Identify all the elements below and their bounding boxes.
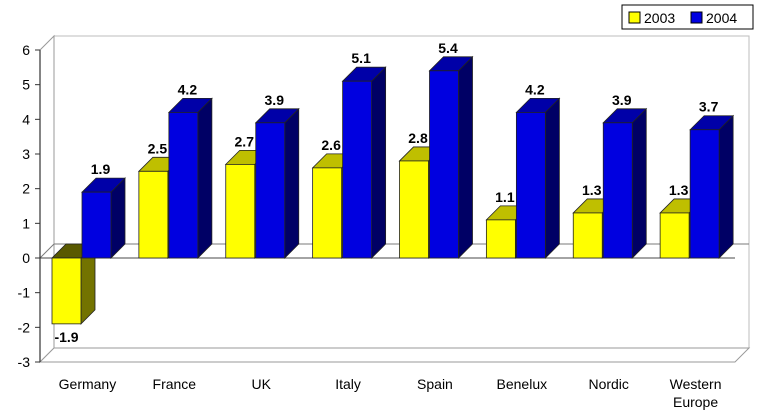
- data-label: -1.9: [54, 329, 78, 345]
- data-label: 1.1: [495, 189, 515, 205]
- x-tick-label: Western Europe: [670, 376, 722, 410]
- data-label: 2.5: [148, 140, 168, 156]
- x-tick-label: UK: [251, 376, 271, 392]
- data-label: 1.3: [669, 182, 689, 198]
- bar-2004-uk: [254, 107, 300, 259]
- y-tick-label: 2: [22, 181, 30, 197]
- y-tick-label: 4: [22, 111, 30, 127]
- data-labels: -1.9 1.9 2.5 4.2 2.7 3.9 2.6 5.1 2.8 5.4 1.1 4.2 1.3…: [54, 40, 718, 345]
- y-tick-label: -3: [18, 354, 31, 370]
- legend: 2003 2004: [621, 4, 754, 30]
- data-label: 2.6: [321, 137, 341, 153]
- y-tick-label: 0: [22, 250, 30, 266]
- legend-swatch: [628, 11, 641, 24]
- y-axis: -3 -2 -1 0 1 2 3 4 5 6: [18, 42, 41, 370]
- data-label: 5.1: [351, 50, 371, 66]
- x-tick-label: Italy: [335, 376, 361, 392]
- bar-2004-germany: [81, 177, 126, 259]
- x-tick-label: Nordic: [588, 376, 628, 392]
- x-axis: Germany France UK Italy Spain Benelux Nordic We…: [59, 376, 722, 410]
- y-tick-label: -2: [18, 319, 31, 335]
- data-label: 2.7: [235, 133, 255, 149]
- bar-2004-italy: [341, 66, 387, 259]
- y-tick-label: 1: [22, 215, 30, 231]
- bar-2004-benelux: [515, 97, 561, 259]
- legend-label: 2003: [644, 10, 675, 26]
- legend-box: [621, 4, 754, 30]
- data-label: 1.3: [582, 182, 602, 198]
- x-tick-label: Germany: [59, 376, 117, 392]
- bar-2004-western-europe: [689, 114, 735, 259]
- data-label: 1.9: [91, 161, 111, 177]
- bar-2004-nordic: [602, 107, 648, 259]
- bars: [51, 55, 735, 325]
- legend-swatch: [690, 11, 703, 24]
- y-tick-label: 6: [22, 42, 30, 58]
- data-label: 2.8: [408, 130, 428, 146]
- zero-line-depth: [39, 243, 55, 259]
- x-tick-label: Spain: [417, 376, 453, 392]
- data-label: 3.7: [699, 99, 719, 115]
- y-tick-label: 3: [22, 146, 30, 162]
- bar-2004-france: [167, 97, 213, 259]
- bar-2004-spain: [428, 55, 474, 259]
- x-tick-label: France: [153, 376, 197, 392]
- data-label: 5.4: [438, 40, 458, 56]
- data-label: 4.2: [178, 81, 198, 97]
- data-label: 4.2: [525, 81, 545, 97]
- legend-label: 2004: [706, 10, 737, 26]
- y-tick-label: 5: [22, 77, 30, 93]
- data-label: 3.9: [612, 92, 632, 108]
- data-label: 3.9: [265, 92, 285, 108]
- y-tick-label: -1: [18, 285, 31, 301]
- floor: [38, 347, 751, 363]
- x-tick-label: Benelux: [497, 376, 548, 392]
